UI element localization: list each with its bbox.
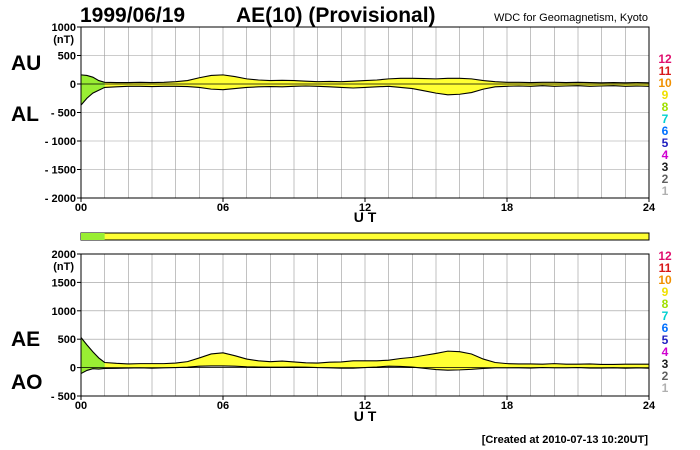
au-al-band-fill bbox=[104, 74, 650, 95]
au-al-x-axis-label: U T bbox=[354, 209, 377, 225]
legend-number: 7 bbox=[662, 309, 669, 323]
legend-number: 10 bbox=[658, 273, 672, 287]
au-al-y-tick-label: 0 bbox=[70, 79, 76, 91]
legend-number: 12 bbox=[658, 249, 672, 263]
ae-ao-x-axis-label: U T bbox=[354, 408, 377, 424]
legend-number: 8 bbox=[662, 297, 669, 311]
ao-series-line bbox=[80, 365, 650, 375]
au-al-lines bbox=[80, 74, 650, 106]
ae-ao-x-tick-label: 00 bbox=[75, 400, 87, 412]
al-side-label: AL bbox=[11, 103, 39, 126]
legend-number: 2 bbox=[662, 172, 669, 186]
ao-side-label: AO bbox=[11, 371, 43, 394]
au-al-y-tick-label: - 500 bbox=[51, 108, 76, 120]
au-al-x-tick-label: 00 bbox=[75, 202, 87, 214]
ae-series-line bbox=[80, 337, 649, 366]
ae-ao-y-tick-label: 1000 bbox=[52, 306, 76, 318]
legend-number: 11 bbox=[659, 261, 672, 275]
au-al-x-tick-label: 24 bbox=[643, 202, 656, 214]
station-bar-early bbox=[81, 233, 105, 240]
ae-ao-x-tick-label: 24 bbox=[643, 400, 656, 412]
organization-label: WDC for Geomagnetism, Kyoto bbox=[494, 12, 648, 24]
ae-ao-y-tick-label: 1500 bbox=[52, 277, 76, 289]
date-label: 1999/06/19 bbox=[80, 4, 185, 27]
au-al-x-ticks: 00 06 12 18 24 bbox=[75, 198, 656, 214]
legend-number: 1 bbox=[662, 381, 669, 395]
ae-ao-unit-label: (nT) bbox=[53, 261, 74, 273]
ae-ao-x-tick-label: 12 bbox=[359, 400, 371, 412]
legend-number: 5 bbox=[662, 333, 669, 347]
ae-ao-x-tick-label: 06 bbox=[217, 400, 229, 412]
au-al-gridlines bbox=[81, 27, 649, 198]
ae-ao-band-fill-early bbox=[81, 337, 105, 374]
legend-number: 9 bbox=[662, 88, 669, 102]
legend-number: 12 bbox=[658, 52, 672, 66]
legend-number: 6 bbox=[662, 321, 669, 335]
ae-ao-y-tick-label: 500 bbox=[58, 334, 76, 346]
au-al-unit-label: (nT) bbox=[53, 34, 74, 46]
au-al-y-tick-label: - 1000 bbox=[45, 136, 76, 148]
ae-ao-y-tick-label: - 500 bbox=[51, 391, 76, 403]
au-al-y-tick-label: - 2000 bbox=[45, 193, 76, 205]
legend-number: 9 bbox=[662, 285, 669, 299]
au-al-x-tick-label: 12 bbox=[359, 202, 371, 214]
au-al-y-tick-label: 500 bbox=[58, 51, 76, 63]
au-al-y-tick-label: - 1500 bbox=[45, 165, 76, 177]
legend-number: 7 bbox=[662, 112, 669, 126]
au-al-x-tick-label: 18 bbox=[501, 202, 513, 214]
legend-number: 10 bbox=[658, 76, 672, 90]
ae-ao-lines bbox=[80, 337, 650, 375]
station-bar-main bbox=[80, 232, 650, 241]
legend-number: 4 bbox=[662, 148, 669, 162]
au-al-y-tick-label: 1000 bbox=[52, 22, 76, 34]
ae-ao-y-ticks: 2000 1500 1000 500 0 - 500 bbox=[51, 249, 81, 403]
au-al-x-tick-label: 06 bbox=[217, 202, 229, 214]
legend-number: 3 bbox=[662, 357, 669, 371]
legend-number: 2 bbox=[662, 369, 669, 383]
ae-ao-y-tick-label: 0 bbox=[70, 363, 76, 375]
station-availability-bar bbox=[80, 232, 650, 241]
ae-ao-x-tick-label: 18 bbox=[501, 400, 513, 412]
al-series-line bbox=[80, 85, 650, 106]
legend-number: 11 bbox=[659, 64, 672, 78]
legend-number: 8 bbox=[662, 100, 669, 114]
legend-number: 3 bbox=[662, 160, 669, 174]
chart-title: AE(10) (Provisional) bbox=[236, 4, 436, 27]
legend-number: 6 bbox=[662, 124, 669, 138]
legend-number: 1 bbox=[662, 184, 669, 198]
ae-side-label: AE bbox=[11, 328, 40, 351]
legend-number: 5 bbox=[662, 136, 669, 150]
ae-ao-x-ticks: 00 06 12 18 24 bbox=[75, 396, 656, 412]
au-al-y-ticks: 1000 500 0 - 500 - 1000 - 1500 - 2000 bbox=[45, 22, 81, 205]
created-timestamp: [Created at 2010-07-13 10:20UT] bbox=[482, 434, 649, 446]
ae-ao-y-tick-label: 2000 bbox=[52, 249, 76, 261]
ae-ao-gridlines bbox=[81, 254, 649, 396]
au-side-label: AU bbox=[11, 52, 41, 75]
ae-ao-band-fill bbox=[104, 351, 650, 371]
legend-number: 4 bbox=[662, 345, 669, 359]
au-series-line bbox=[80, 74, 650, 84]
